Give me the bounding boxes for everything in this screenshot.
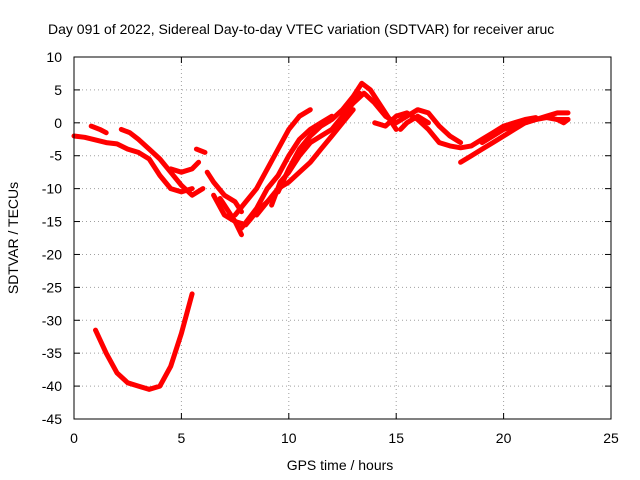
series-arc-18 [479, 115, 571, 146]
series-arc-6 [204, 169, 244, 215]
series-arc-17 [458, 110, 571, 165]
y-tick-label: -5 [50, 148, 63, 164]
x-tick-labels: 0 5 10 15 20 25 [70, 430, 619, 446]
series-layer [71, 80, 571, 392]
x-tick-label: 5 [178, 430, 186, 446]
y-tick-labels: -45 -40 -35 -30 -25 -20 -15 -10 -5 0 5 10 [42, 49, 62, 427]
series-arc-15 [372, 110, 539, 151]
y-tick-label: -25 [42, 279, 62, 295]
x-tick-label: 0 [70, 430, 78, 446]
series-arc-3 [118, 126, 206, 198]
series-arc-14 [340, 90, 464, 146]
series-arc-8 [217, 196, 244, 238]
series-arc-20 [93, 291, 195, 392]
y-tick-label: -20 [42, 246, 62, 262]
series-arc-2 [88, 123, 109, 136]
x-axis-label: GPS time / hours [287, 457, 394, 473]
ticks [73, 56, 612, 420]
x-tick-label: 15 [388, 430, 404, 446]
series-arc-9 [232, 107, 313, 218]
x-tick-label: 20 [496, 430, 512, 446]
series-arc-1 [71, 133, 195, 195]
chart-title: Day 091 of 2022, Sidereal Day-to-day VTE… [48, 21, 554, 37]
y-axis-label: SDTVAR / TECUs [5, 182, 21, 294]
y-tick-label: -30 [42, 312, 62, 328]
y-tick-label: 0 [54, 115, 62, 131]
x-tick-label: 10 [281, 430, 297, 446]
y-tick-label: 5 [54, 82, 62, 98]
y-tick-label: -35 [42, 345, 62, 361]
y-tick-label: -40 [42, 378, 62, 394]
x-tick-label: 25 [603, 430, 619, 446]
series-arc-19 [554, 117, 571, 126]
y-tick-label: -45 [42, 411, 62, 427]
series-arc-16 [398, 113, 431, 132]
series-arc-10 [239, 113, 335, 231]
y-tick-label: 10 [46, 49, 62, 65]
series-arc-4 [168, 159, 202, 175]
plot-frame [73, 56, 612, 420]
y-tick-label: -10 [42, 181, 62, 197]
series-arc-13 [275, 80, 399, 195]
series-arc-5 [193, 146, 208, 155]
y-tick-label: -15 [42, 214, 62, 230]
